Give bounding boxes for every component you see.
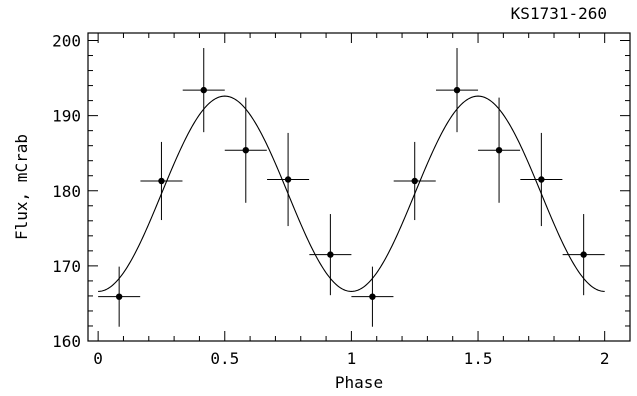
data-point	[309, 214, 352, 296]
data-point	[182, 48, 225, 133]
data-points	[98, 48, 605, 327]
sine-fit-curve	[98, 95, 605, 292]
data-point	[435, 48, 479, 133]
chart-title: KS1731-260	[511, 4, 607, 23]
x-tick-label: 0.5	[210, 349, 239, 368]
data-point	[393, 141, 436, 221]
x-ticks: 0 0.5 1 1.5 2	[93, 33, 609, 368]
y-tick-label: 190	[52, 107, 81, 126]
data-point	[267, 132, 310, 227]
x-tick-label: 1	[347, 349, 357, 368]
point-marker	[453, 86, 461, 94]
point-marker	[580, 251, 587, 258]
point-marker	[158, 177, 165, 185]
x-axis-label: Phase	[335, 373, 383, 392]
y-tick-label: 170	[52, 257, 81, 276]
point-marker	[495, 146, 503, 154]
point-marker	[242, 146, 249, 154]
point-marker	[369, 293, 376, 300]
y-tick-label: 180	[52, 182, 81, 201]
x-tick-label: 0	[93, 349, 103, 368]
point-marker	[411, 177, 418, 185]
point-marker	[284, 176, 292, 183]
data-point	[351, 266, 394, 327]
data-point	[98, 266, 141, 327]
data-point	[140, 141, 183, 221]
y-axis-label: Flux, mCrab	[12, 134, 31, 240]
data-point	[224, 97, 267, 203]
plot-frame	[87, 32, 631, 342]
point-marker	[200, 86, 207, 94]
point-marker	[115, 293, 123, 300]
point-marker	[327, 251, 334, 258]
data-point	[520, 132, 563, 227]
y-tick-label: 200	[52, 32, 81, 51]
y-ticks: 160 170 180 190 200	[52, 32, 630, 351]
data-point	[478, 97, 521, 203]
point-marker	[538, 176, 545, 183]
data-point	[562, 214, 605, 296]
x-tick-label: 2	[600, 349, 610, 368]
x-tick-label: 1.5	[464, 349, 493, 368]
y-tick-label: 160	[52, 332, 81, 351]
